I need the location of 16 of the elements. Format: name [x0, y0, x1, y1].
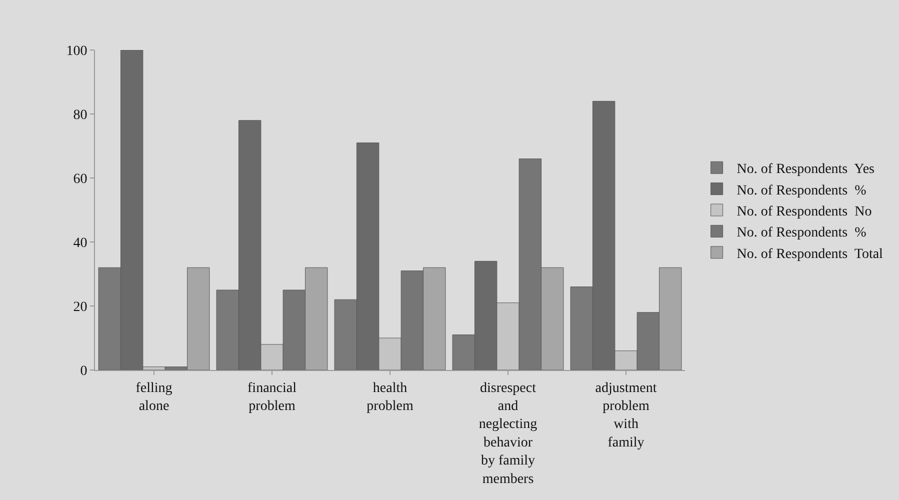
- legend-label: No. of Respondents %: [736, 183, 867, 198]
- y-tick-label: 20: [73, 300, 88, 315]
- y-tick-label: 0: [80, 364, 88, 379]
- x-tick-label: disrespect and neglecting behavior by family members: [478, 380, 538, 487]
- y-tick-label: 100: [66, 44, 88, 59]
- y-tick-label: 80: [73, 108, 88, 123]
- legend-label: No. of Respondents Total: [736, 246, 884, 262]
- y-tick-label: 40: [73, 236, 88, 251]
- x-tick-label: health problem: [366, 380, 414, 414]
- x-tick-label: financial problem: [248, 380, 297, 414]
- legend-label: No. of Respondents %: [736, 226, 867, 241]
- legend-label: No. of Respondents No: [736, 204, 872, 220]
- y-tick-label: 60: [73, 172, 88, 187]
- legend-label: No. of Respondents Yes: [736, 162, 874, 178]
- x-tick-label: adjustment problem with family: [595, 380, 657, 450]
- x-tick-label: felling alone: [136, 380, 172, 414]
